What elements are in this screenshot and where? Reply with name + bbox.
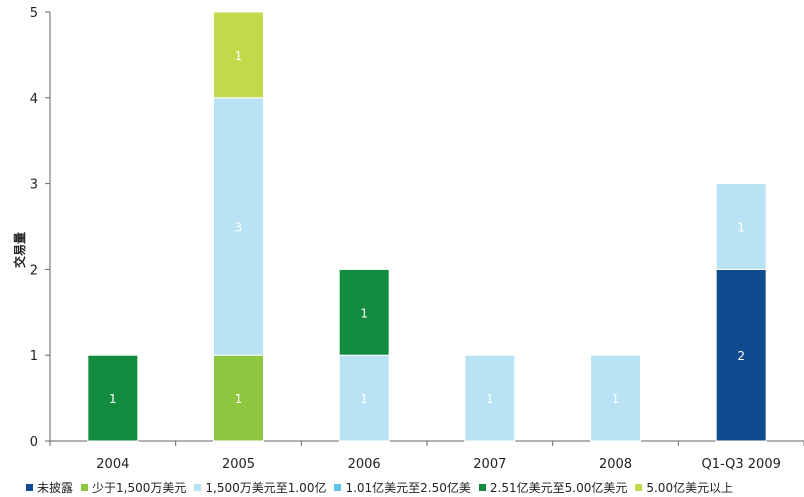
bar-segment (590, 354, 641, 442)
legend-item: 2.51亿美元至5.00亿美元 (478, 479, 628, 496)
bar-value-label: 1 (109, 392, 117, 406)
legend-label: 2.51亿美元至5.00亿美元 (489, 481, 628, 495)
bar-value-label: 1 (235, 49, 243, 63)
legend: 未披露 少于1,500万美元 1,500万美元至1.00亿 1.01亿美元至2.50亿… (26, 479, 733, 496)
bar-segment (464, 354, 516, 442)
bar-segment (87, 354, 139, 442)
bar-value-label: 1 (235, 392, 243, 406)
bar-value-label: 2 (737, 349, 745, 363)
bar-segment (213, 11, 264, 99)
bar-segment (715, 268, 767, 442)
legend-item: 5.00亿美元以上 (635, 479, 733, 496)
x-tick-label: Q1-Q3 2009 (701, 457, 780, 472)
legend-label: 5.00亿美元以上 (646, 481, 734, 495)
x-tick-label: 2005 (222, 457, 255, 472)
legend-swatch (81, 484, 89, 491)
x-tick-label: 2006 (348, 457, 381, 472)
bar-segment (715, 183, 767, 270)
x-tick-label: 2008 (599, 457, 632, 472)
legend-label: 少于1,500万美元 (92, 481, 187, 495)
bar-value-label: 1 (486, 392, 494, 406)
bar-segment (213, 97, 264, 356)
bar-value-label: 1 (612, 392, 620, 406)
legend-swatch (478, 484, 486, 491)
y-tick-label: 3 (30, 178, 38, 193)
legend-item: 1.01亿美元至2.50亿美 (334, 479, 471, 496)
legend-swatch (26, 484, 33, 491)
legend-item: 少于1,500万美元 (81, 479, 186, 496)
bar-segment (213, 354, 264, 442)
legend-item: 未披露 (26, 479, 73, 496)
bar-segment (338, 268, 390, 356)
x-tick-label: 2007 (473, 457, 506, 472)
x-tick-label: 2004 (96, 457, 129, 472)
legend-label: 1,500万美元至1.00亿 (205, 481, 327, 495)
legend-swatch (194, 484, 202, 491)
bar-value-label: 1 (360, 392, 368, 406)
bar-segment (338, 354, 390, 442)
y-tick-label: 0 (30, 435, 38, 450)
y-tick-label: 5 (30, 6, 38, 21)
bar-value-label: 3 (235, 221, 243, 235)
y-tick-label: 2 (30, 263, 38, 278)
y-tick-label: 4 (30, 92, 38, 107)
bar-value-label: 1 (737, 221, 745, 235)
legend-swatch (635, 484, 643, 491)
y-tick-label: 1 (30, 349, 38, 364)
legend-item: 1,500万美元至1.00亿 (194, 479, 326, 496)
y-axis-label: 交易量 (12, 232, 27, 268)
bar-value-label: 1 (360, 306, 368, 320)
legend-swatch (334, 484, 342, 491)
legend-label: 1.01亿美元至2.50亿美 (345, 481, 471, 495)
legend-label: 未披露 (37, 481, 74, 495)
